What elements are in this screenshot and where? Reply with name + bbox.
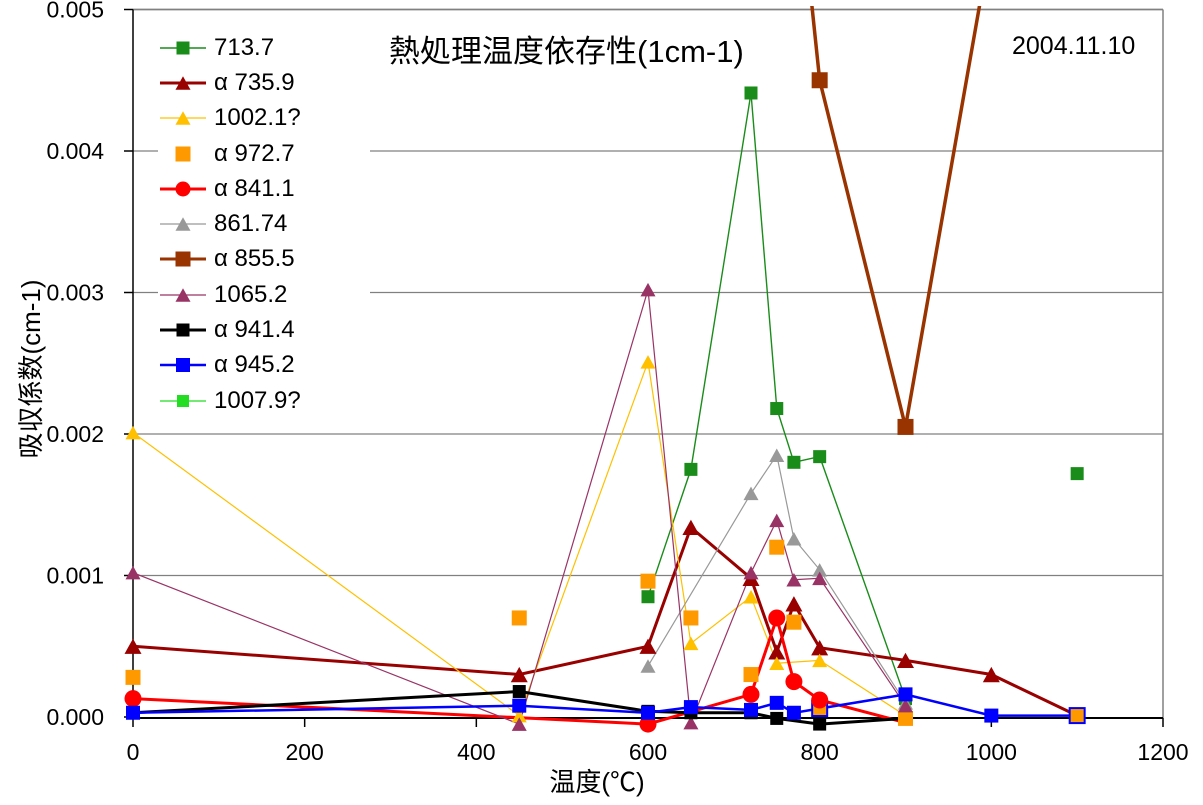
series-markers: [125, 282, 913, 731]
legend-label: 1065.2: [214, 280, 288, 308]
y-tick-label: 0.004: [46, 138, 104, 164]
legend-marker-icon: [160, 217, 206, 231]
legend-label: 861.74: [214, 210, 288, 238]
x-tick-label: 800: [800, 739, 838, 765]
series-markers: [126, 687, 999, 723]
chart-title: 熱処理温度依存性(1cm-1): [383, 26, 750, 71]
legend-label: α 945.2: [214, 351, 295, 379]
legend-item: 1065.2: [158, 277, 370, 312]
x-axis-title: 温度(℃): [549, 767, 645, 797]
legend-label: 1007.9?: [214, 386, 301, 414]
series-line: [648, 93, 1077, 699]
legend-label: α 941.4: [214, 316, 295, 344]
y-tick-label: 0.003: [46, 280, 104, 306]
legend-marker-icon: [160, 287, 206, 302]
y-tick-label: 0.005: [46, 0, 104, 23]
series-markers: [641, 86, 1084, 706]
series-line: [647, 453, 907, 704]
series-line: [810, 6, 982, 428]
series-line: [133, 361, 906, 717]
legend-item: 861.74: [158, 206, 370, 241]
legend-item: α 735.9: [158, 65, 370, 100]
legend: 713.7 α 735.9 1002.1? α 972.7 α 841.1 861.74 α…: [158, 30, 370, 419]
legend-item: α 841.1: [158, 171, 370, 206]
legend-item: 1002.1?: [158, 101, 370, 136]
y-tick-label: 0.000: [46, 704, 104, 730]
legend-marker-icon: [160, 323, 206, 337]
legend-label: α 855.5: [214, 245, 295, 273]
legend-label: α 735.9: [214, 68, 295, 96]
legend-marker-icon: [160, 76, 206, 90]
legend-marker-icon: [160, 358, 206, 373]
x-tick-label: 400: [457, 739, 495, 765]
x-tick-label: 0: [127, 739, 140, 765]
legend-item: α 972.7: [158, 136, 370, 171]
legend-marker-icon: [160, 181, 206, 197]
legend-marker-icon: [175, 146, 191, 162]
legend-marker-icon: [160, 111, 206, 125]
y-tick-label: 0.002: [46, 421, 104, 447]
legend-item: α 945.2: [158, 348, 370, 383]
legend-label: α 972.7: [214, 139, 295, 167]
legend-item: α 941.4: [158, 312, 370, 347]
legend-item: α 855.5: [158, 242, 370, 277]
y-tick-label: 0.001: [46, 563, 104, 589]
legend-label: α 841.1: [214, 174, 295, 202]
axis-tick-labels: 0.000 0.001 0.002 0.003 0.004 0.005 0 200 400 600…: [46, 0, 1188, 765]
legend-marker-icon: [160, 251, 206, 267]
date-label: 2004.11.10: [1012, 32, 1136, 61]
x-tick-label: 200: [285, 739, 323, 765]
x-tick-label: 1200: [1137, 739, 1188, 765]
series-markers: [124, 609, 829, 733]
x-tick-label: 1000: [966, 739, 1017, 765]
legend-label: 1002.1?: [214, 104, 301, 132]
y-axis-title: 吸収係数(cm-1): [16, 279, 46, 459]
series-markers: [125, 539, 1086, 726]
legend-marker-icon: [160, 394, 206, 407]
legend-marker-icon: [160, 41, 206, 55]
legend-item: 1007.9?: [158, 383, 370, 418]
legend-item: 713.7: [158, 30, 370, 65]
series-line: [133, 689, 906, 726]
series-line: [133, 524, 1078, 717]
series-markers: [811, 72, 914, 435]
x-tick-label: 600: [629, 739, 667, 765]
legend-label: 713.7: [214, 33, 275, 61]
series-markers: [124, 519, 1000, 683]
